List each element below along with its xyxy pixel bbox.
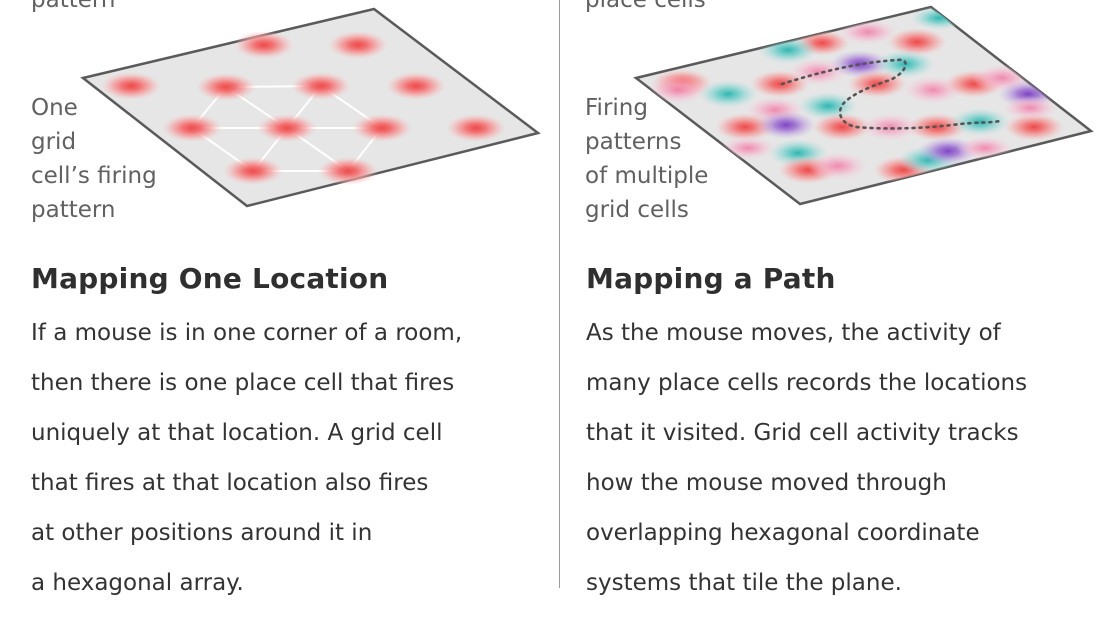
firing-field [196, 73, 256, 101]
firing-field [101, 72, 161, 100]
right-body: As the mouse moves, the activity of many… [586, 308, 1027, 608]
firing-field [648, 76, 708, 104]
firing-fields [101, 31, 506, 185]
firing-field [223, 157, 283, 185]
right-panel: place cells Firing patterns of multiple … [560, 0, 1100, 627]
firing-field [957, 136, 1013, 160]
body-line: how the mouse moved through [586, 470, 947, 496]
floor-plane [80, 7, 541, 208]
grid-cell-diagram [80, 7, 541, 208]
firing-field [352, 114, 412, 142]
firing-field [808, 152, 868, 180]
firing-field [798, 92, 858, 120]
body-line: many place cells records the locations [586, 370, 1028, 396]
body-line: overlapping hexagonal coordinate [586, 520, 980, 546]
firing-fields [648, 7, 1064, 184]
firing-field [812, 113, 872, 141]
firing-field [328, 31, 388, 59]
firing-field [162, 114, 222, 142]
firing-field [756, 111, 816, 139]
multi-grid-diagram [633, 5, 1094, 206]
right-top-label: place cells [585, 0, 706, 13]
firing-field [887, 28, 947, 56]
body-line: that it visited. Grid cell activity trac… [586, 420, 1019, 446]
left-panel: pattern One grid cell’s firing pattern M… [0, 0, 541, 627]
body-line: systems that tile the plane. [586, 570, 902, 596]
firing-field [386, 72, 446, 100]
body-line: a hexagonal array. [31, 570, 244, 596]
firing-field [234, 31, 294, 59]
firing-field [950, 108, 1010, 136]
body-line: If a mouse is in one corner of a room, [31, 320, 463, 346]
left-heading: Mapping One Location [31, 262, 389, 295]
left-body: If a mouse is in one corner of a room, t… [31, 308, 462, 608]
left-top-label: pattern [31, 0, 116, 13]
body-line: that fires at that location also fires [31, 470, 429, 496]
firing-field [291, 72, 351, 100]
right-side-label: Firing patterns of multiple grid cells [585, 95, 709, 223]
body-line: As the mouse moves, the activity of [586, 320, 1001, 346]
body-line: uniquely at that location. A grid cell [31, 420, 443, 446]
panel-divider [559, 0, 560, 588]
body-line: then there is one place cell that fires [31, 370, 455, 396]
firing-field [860, 113, 920, 141]
firing-field [1002, 96, 1058, 120]
body-line: at other positions around it in [31, 520, 373, 546]
firing-field [720, 136, 776, 160]
firing-field [1004, 113, 1064, 141]
left-side-label: One grid cell’s firing pattern [31, 95, 157, 223]
right-heading: Mapping a Path [586, 262, 836, 295]
firing-field [838, 19, 898, 45]
firing-field [318, 157, 378, 185]
firing-field [446, 114, 506, 142]
mouse-path [780, 58, 1002, 130]
firing-field [257, 114, 317, 142]
firing-field [698, 80, 758, 108]
